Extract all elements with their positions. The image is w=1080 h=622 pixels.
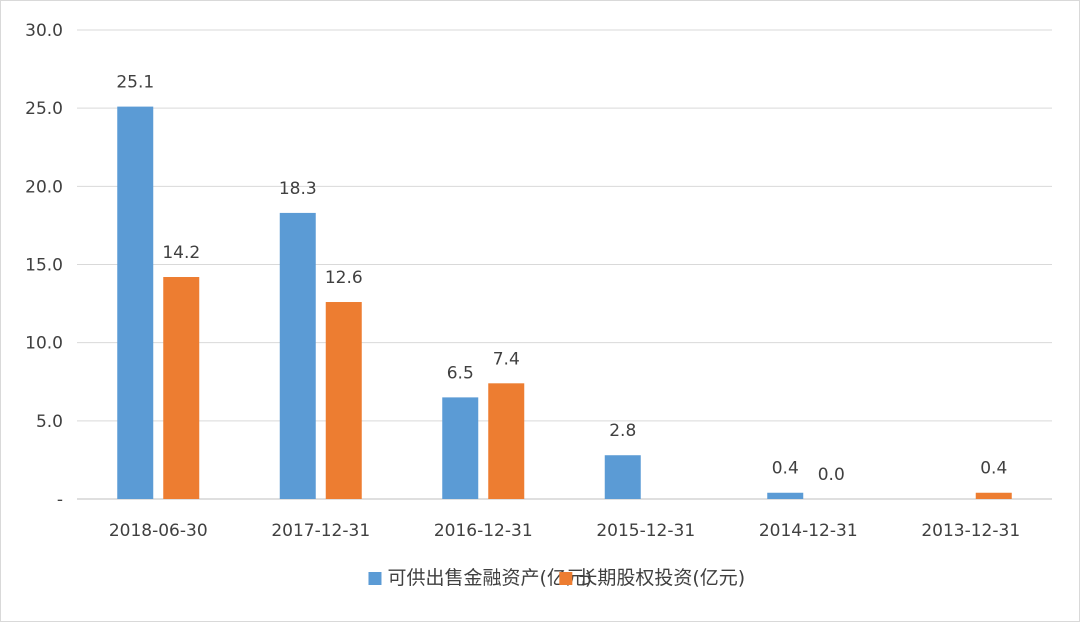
data-label: 2.8 <box>609 421 636 441</box>
legend-label: 可供出售金融资产(亿元) <box>387 567 592 589</box>
x-tick-label: 2018-06-30 <box>109 521 208 541</box>
y-tick-label: 5.0 <box>36 412 63 432</box>
x-tick-label: 2014-12-31 <box>759 521 858 541</box>
bar <box>604 455 641 499</box>
x-axis-ticks: 2018-06-30 2017-12-31 2016-12-31 2015-12-31… <box>109 521 1020 541</box>
y-tick-label: 10.0 <box>25 334 63 354</box>
gridlines <box>77 29 1052 500</box>
data-label: 14.2 <box>162 243 200 263</box>
bar <box>488 383 525 499</box>
bar <box>767 492 804 499</box>
data-label: 0.4 <box>772 459 799 479</box>
data-label: 0.0 <box>818 465 845 485</box>
x-tick-label: 2016-12-31 <box>434 521 533 541</box>
data-label: 7.4 <box>493 349 520 369</box>
y-tick-label: - <box>57 490 63 510</box>
y-axis-ticks: - 5.0 10.0 15.0 20.0 25.0 30.0 <box>25 21 63 510</box>
legend-label: 长期股权投资(亿元) <box>578 567 745 589</box>
data-label: 12.6 <box>325 268 363 288</box>
x-tick-label: 2017-12-31 <box>271 521 370 541</box>
y-tick-label: 15.0 <box>25 256 63 276</box>
y-tick-label: 20.0 <box>25 177 63 197</box>
bar <box>279 212 316 499</box>
x-tick-label: 2013-12-31 <box>921 521 1020 541</box>
data-label: 18.3 <box>279 179 317 199</box>
data-label: 6.5 <box>447 363 474 383</box>
bar <box>442 397 479 499</box>
data-labels: 25.1 14.2 18.3 12.6 6.5 7.4 2.8 0.4 0.0 0.4 <box>116 73 1007 485</box>
bars <box>117 106 1012 499</box>
legend: 可供出售金融资产(亿元)长期股权投资(亿元) <box>368 567 745 589</box>
legend-swatch <box>559 572 573 585</box>
bar <box>325 302 362 499</box>
y-tick-label: 30.0 <box>25 21 63 41</box>
bar <box>117 106 154 499</box>
legend-swatch <box>368 572 382 585</box>
bar <box>975 492 1012 499</box>
bar <box>163 277 200 499</box>
data-label: 0.4 <box>980 459 1007 479</box>
x-tick-label: 2015-12-31 <box>596 521 695 541</box>
y-tick-label: 25.0 <box>25 99 63 119</box>
data-label: 25.1 <box>116 73 154 93</box>
